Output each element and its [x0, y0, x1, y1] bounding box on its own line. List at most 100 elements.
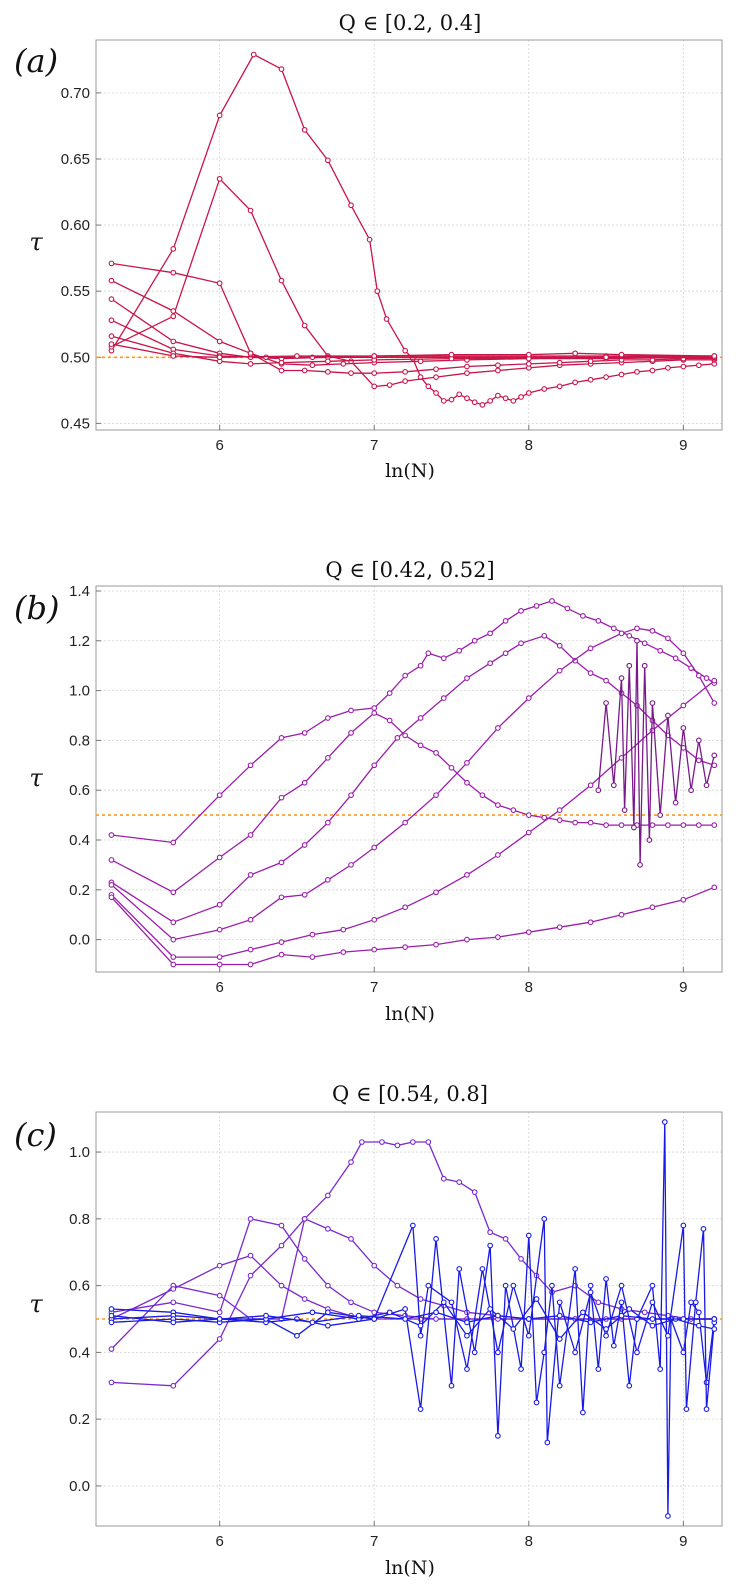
panel-a-series-1-point-5 — [278, 66, 285, 72]
panel-b-series-2-point-10 — [386, 717, 393, 724]
panel-b-series-5-point-3 — [216, 954, 223, 960]
panel-b-series-4-point-19 — [649, 627, 656, 634]
panel-b-series-7-point-20 — [711, 752, 718, 759]
panel-b-series-7-point-16 — [680, 725, 687, 731]
panel-a-ytick-label-4: 0.65 — [61, 151, 90, 168]
panel-b-ytick-label-3: 0.6 — [69, 782, 90, 799]
panel-c-data — [96, 1119, 722, 1519]
panel-c-series-3-point-2 — [170, 1286, 177, 1292]
panel-c-series-5-point-5 — [294, 1332, 300, 1339]
panel-b-series-3-point-27 — [695, 757, 702, 764]
panel-c-series-7-point-5 — [309, 1309, 316, 1316]
panel-c-title: Q ∈ [0.54, 0.8] — [332, 1082, 488, 1106]
panel-a-plot: 6 7 8 9 0.45 0.50 0.55 0.60 0.65 0.70 — [61, 39, 723, 454]
panel-b-plot: 6 7 8 9 0.0 0.2 0.4 0.6 0.8 1.0 1.2 1.4 — [69, 583, 723, 996]
panel-b-series-1-point-8 — [348, 707, 354, 714]
panel-b-series-6-point-10 — [433, 941, 439, 948]
panel-b-series-2-point-22 — [572, 819, 579, 826]
panel-c-series-6-point-25 — [649, 1299, 656, 1306]
panel-a-series-8-point-9 — [618, 351, 625, 358]
panel-b-series-1-point-17 — [487, 630, 493, 637]
panel-c-series-4-point-7 — [325, 1282, 331, 1289]
panel-a-series-2-point-14 — [495, 367, 501, 374]
panel-b-data — [96, 598, 722, 968]
panel-b-series-7-point-18 — [695, 737, 702, 744]
panel-c-series-2-point-7 — [325, 1226, 331, 1232]
panel-b-series-2-point-9 — [371, 710, 378, 716]
panel-a-series-2-point-13 — [464, 370, 470, 377]
panel-b-ytick-label-7: 1.4 — [69, 583, 90, 600]
panel-b-series-1-point-21 — [549, 598, 555, 604]
panel-b-series-3-point-14 — [487, 660, 493, 667]
panel-c-series-5-point-16 — [502, 1282, 509, 1289]
panel-a-xtick-label-2: 8 — [525, 437, 533, 454]
panel-b-series-1-point-3 — [216, 792, 223, 799]
panel-c-series-1-point-13 — [425, 1139, 432, 1145]
panel-b-series-1-point-14 — [440, 655, 447, 662]
panel-b-series-2-point-20 — [541, 814, 548, 821]
panel-c-series-7-point-1 — [108, 1319, 115, 1326]
panel-c-series-7-point-8 — [417, 1322, 424, 1329]
panel-b-series-6-point-11 — [464, 936, 470, 943]
panel-b-series-7-point-7 — [631, 824, 637, 831]
panel-b-series-1-point-27 — [641, 640, 648, 647]
panel-b-series-4-point-18 — [634, 625, 640, 632]
panel-c-series-1-point-7 — [325, 1192, 331, 1199]
panel-c-series-5-point-29 — [618, 1299, 625, 1306]
panel-b-series-4-point-6 — [301, 891, 308, 898]
panel-a-series-3-point-11 — [433, 366, 439, 373]
panel-c-series-5-point-38 — [688, 1299, 694, 1306]
panel-c-series-7-point-18 — [649, 1322, 656, 1329]
panel-c-series-7-point-15 — [580, 1309, 586, 1316]
panel-a-series-1-point-11 — [383, 316, 390, 322]
panel-b-frame — [95, 585, 723, 973]
panel-b-series-2-point-25 — [618, 822, 625, 828]
panel-a-series-1-point-32 — [587, 376, 594, 383]
panel-c-series-6-point-23 — [618, 1282, 625, 1289]
panel-c-series-5-point-22 — [556, 1382, 563, 1389]
panel-b-series-3-point-5 — [278, 859, 285, 866]
panel-b-series-3-point-15 — [502, 650, 509, 657]
panel-a-series-4-point-1 — [108, 277, 115, 284]
panel-c-series-8-point-14 — [618, 1312, 625, 1319]
panel-b-series-4-point-12 — [464, 759, 470, 766]
panel-b-series-6-point-17 — [649, 904, 656, 911]
panel-a-series-6-line — [111, 319, 715, 358]
panel-c-series-5-point-28 — [610, 1342, 617, 1349]
panel-c-series-6-point-6 — [325, 1322, 331, 1329]
panel-a-series-1-point-35 — [634, 368, 640, 375]
panel-b-series-7-point-11 — [646, 837, 653, 843]
panel-a-series-3-point-14 — [525, 361, 532, 367]
panel-b-series-4-point-20 — [665, 635, 671, 642]
panel-a-series-6-point-4 — [263, 354, 269, 361]
panel-b-series-1-point-6 — [301, 730, 308, 736]
panel-b-series-2-point-23 — [587, 819, 594, 826]
panel-c-series-4-line — [111, 1218, 715, 1320]
panel-b-series-2-point-31 — [711, 822, 718, 828]
panel-a-series-1-point-2 — [170, 246, 177, 252]
panel-c-series-5-point-21 — [549, 1282, 555, 1289]
panel-b-series-1-point-16 — [471, 637, 478, 644]
panel-c-series-8-point-1 — [108, 1312, 115, 1319]
panel-a-series-8-point-7 — [525, 351, 532, 358]
panel-c-series-7-point-11 — [487, 1306, 493, 1312]
panel-b-series-6-point-14 — [556, 924, 563, 931]
panel-b-series-2-point-3 — [216, 854, 223, 861]
panel-c-series-6-point-22 — [603, 1332, 609, 1339]
panel-b-series-3-point-16 — [518, 640, 524, 647]
panel-b-series-7-point-17 — [688, 787, 694, 794]
panel-b-series-2-point-28 — [665, 822, 671, 828]
panel-b-series-5-point-19 — [711, 677, 718, 684]
panel-b-series-2-point-30 — [695, 822, 702, 828]
panel-b-series-6-point-9 — [402, 944, 408, 950]
panel-b-series-4-point-9 — [371, 844, 378, 851]
panel-c-series-5-point-1 — [108, 1306, 115, 1312]
panel-b-series-4-point-23 — [711, 700, 718, 706]
panel-c-series-4-point-2 — [170, 1299, 177, 1306]
panel-b-series-1-point-10 — [386, 690, 393, 696]
panel-c-series-1-point-1 — [108, 1379, 115, 1386]
panel-a-series-2-point-3 — [216, 175, 223, 182]
panel-b-series-6-line — [111, 886, 715, 966]
panel-c-series-6-point-15 — [510, 1282, 517, 1289]
